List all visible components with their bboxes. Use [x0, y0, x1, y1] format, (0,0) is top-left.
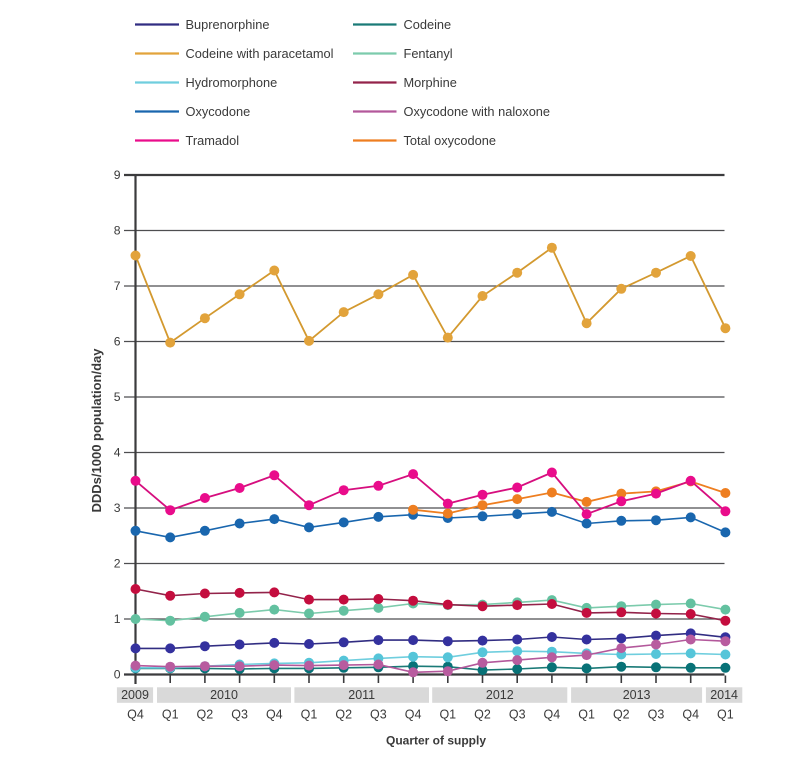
- svg-text:8: 8: [114, 224, 121, 238]
- svg-text:Oxycodone with naloxone: Oxycodone with naloxone: [404, 104, 551, 119]
- svg-text:2: 2: [114, 557, 121, 571]
- svg-text:4: 4: [114, 446, 121, 460]
- svg-text:2009: 2009: [121, 688, 149, 702]
- svg-text:Codeine with paracetamol: Codeine with paracetamol: [186, 46, 334, 61]
- svg-text:Q3: Q3: [370, 708, 387, 722]
- svg-text:Fentanyl: Fentanyl: [404, 46, 453, 61]
- svg-text:5: 5: [114, 390, 121, 404]
- svg-text:Oxycodone: Oxycodone: [186, 104, 251, 119]
- svg-text:Q4: Q4: [127, 708, 144, 722]
- svg-text:1: 1: [114, 612, 121, 626]
- svg-text:2010: 2010: [210, 688, 238, 702]
- svg-text:Q4: Q4: [405, 708, 422, 722]
- svg-text:Codeine: Codeine: [404, 17, 452, 32]
- svg-text:Q3: Q3: [231, 708, 248, 722]
- svg-text:Q4: Q4: [682, 708, 699, 722]
- svg-text:Q2: Q2: [335, 708, 352, 722]
- svg-text:Q1: Q1: [162, 708, 179, 722]
- svg-text:Morphine: Morphine: [404, 75, 457, 90]
- svg-text:7: 7: [114, 279, 121, 293]
- svg-text:2011: 2011: [348, 688, 375, 702]
- svg-text:6: 6: [114, 335, 121, 349]
- svg-text:2012: 2012: [486, 688, 514, 702]
- svg-text:2014: 2014: [710, 688, 738, 702]
- svg-text:Buprenorphine: Buprenorphine: [186, 17, 270, 32]
- svg-text:Q4: Q4: [544, 708, 561, 722]
- svg-text:Q2: Q2: [474, 708, 491, 722]
- svg-text:Q1: Q1: [717, 708, 734, 722]
- svg-text:Q1: Q1: [439, 708, 456, 722]
- svg-text:Quarter of supply: Quarter of supply: [386, 734, 486, 748]
- svg-text:Q1: Q1: [578, 708, 595, 722]
- svg-text:Q2: Q2: [613, 708, 630, 722]
- svg-text:Q3: Q3: [648, 708, 665, 722]
- svg-text:Q4: Q4: [266, 708, 283, 722]
- svg-text:Total oxycodone: Total oxycodone: [404, 133, 496, 148]
- svg-text:9: 9: [114, 168, 121, 182]
- svg-text:DDDs/1000 population/day: DDDs/1000 population/day: [89, 348, 104, 513]
- svg-text:Hydromorphone: Hydromorphone: [186, 75, 278, 90]
- svg-text:3: 3: [114, 501, 121, 515]
- svg-text:Tramadol: Tramadol: [186, 133, 240, 148]
- svg-text:Q1: Q1: [301, 708, 318, 722]
- svg-text:2013: 2013: [623, 688, 651, 702]
- svg-text:Q3: Q3: [509, 708, 526, 722]
- svg-text:0: 0: [114, 668, 121, 682]
- svg-text:Q2: Q2: [197, 708, 214, 722]
